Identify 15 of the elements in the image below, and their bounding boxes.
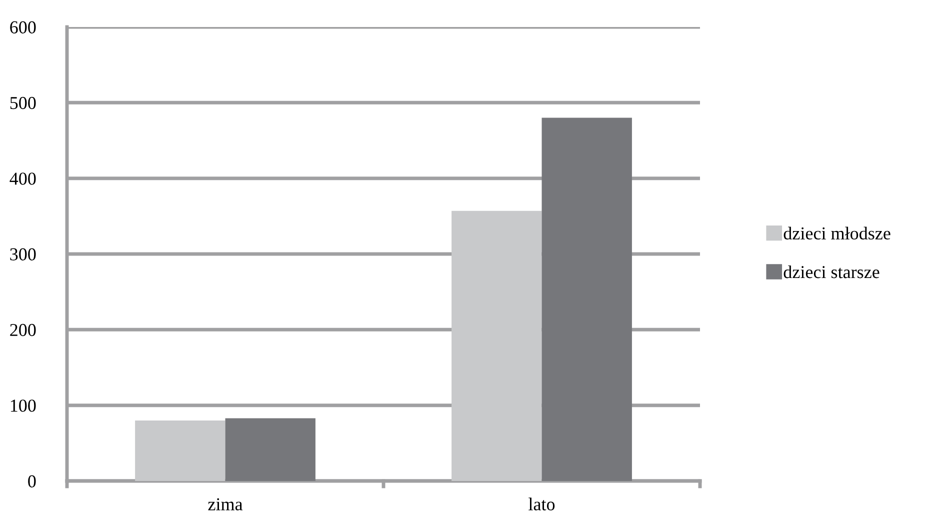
legend-label: dzieci starsze xyxy=(784,265,880,278)
bar xyxy=(225,418,316,481)
y-tick-label: 100 xyxy=(10,400,36,412)
bar xyxy=(135,420,226,481)
bar xyxy=(452,210,542,481)
bar xyxy=(542,118,632,481)
y-tick-label: 500 xyxy=(10,96,36,110)
y-tick-label: 200 xyxy=(10,324,36,336)
y-tick-label: 400 xyxy=(10,172,36,185)
x-tick-label: zima xyxy=(208,498,243,510)
x-tick-label: lato xyxy=(528,498,555,510)
legend-label: dzieci młodsze xyxy=(784,226,890,240)
y-tick-label: 300 xyxy=(10,248,36,260)
y-tick-label: 600 xyxy=(10,21,36,34)
y-tick-label: 0 xyxy=(28,475,36,488)
